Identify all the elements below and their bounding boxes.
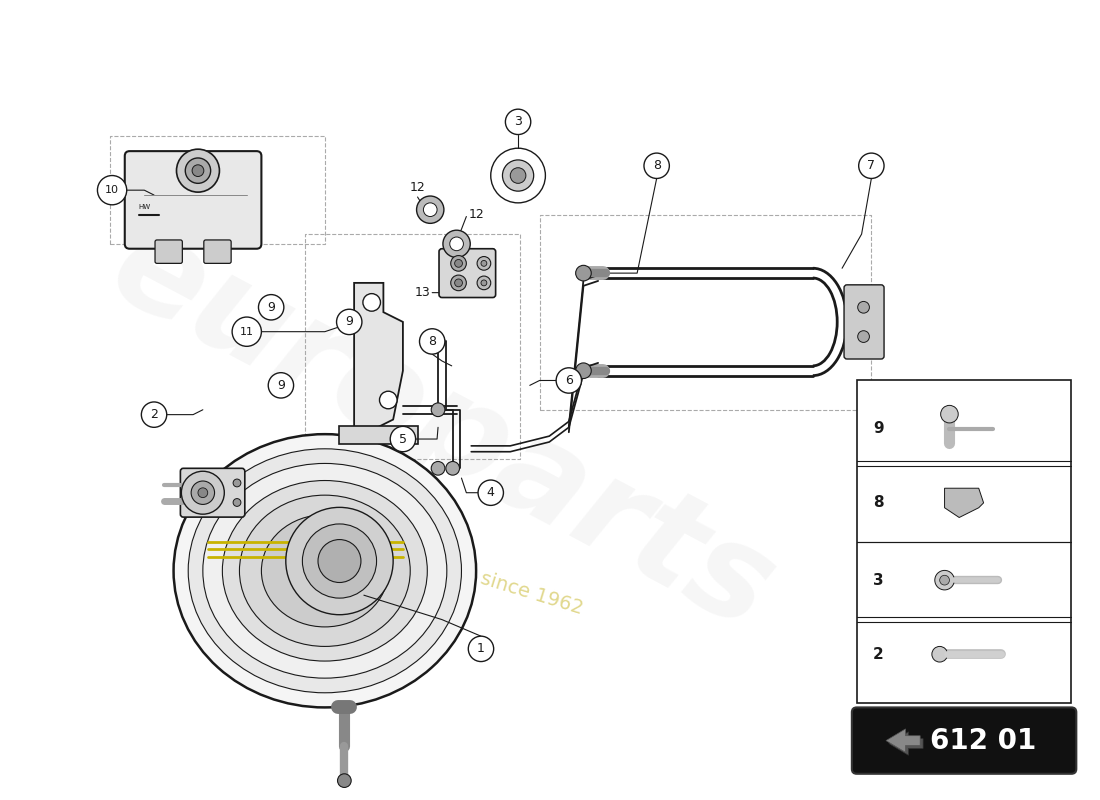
- Circle shape: [431, 403, 444, 417]
- Circle shape: [454, 259, 462, 267]
- Ellipse shape: [222, 481, 427, 661]
- Circle shape: [481, 261, 487, 266]
- Circle shape: [431, 462, 444, 475]
- Circle shape: [450, 237, 463, 250]
- Text: 9: 9: [345, 315, 353, 329]
- Circle shape: [431, 334, 444, 348]
- FancyBboxPatch shape: [340, 426, 418, 444]
- Polygon shape: [945, 488, 983, 518]
- Text: 9: 9: [267, 301, 275, 314]
- FancyBboxPatch shape: [155, 240, 183, 263]
- Circle shape: [424, 203, 437, 217]
- Circle shape: [557, 368, 582, 393]
- Text: 8: 8: [428, 335, 437, 348]
- Circle shape: [446, 462, 460, 475]
- Text: 3: 3: [873, 573, 883, 588]
- Circle shape: [258, 294, 284, 320]
- Circle shape: [233, 479, 241, 487]
- Circle shape: [939, 575, 949, 585]
- FancyBboxPatch shape: [124, 151, 262, 249]
- Text: 9: 9: [277, 379, 285, 392]
- Circle shape: [191, 481, 214, 505]
- Circle shape: [454, 279, 462, 286]
- Polygon shape: [886, 729, 921, 752]
- Circle shape: [469, 636, 494, 662]
- Circle shape: [142, 402, 167, 427]
- Circle shape: [182, 471, 224, 514]
- Text: 10: 10: [106, 185, 119, 195]
- Circle shape: [379, 391, 397, 409]
- Circle shape: [318, 539, 361, 582]
- Text: europarts: europarts: [90, 202, 794, 657]
- Text: 6: 6: [565, 374, 573, 387]
- Text: 1: 1: [477, 642, 485, 655]
- Text: HW: HW: [139, 204, 151, 210]
- Ellipse shape: [202, 463, 447, 678]
- Circle shape: [858, 302, 869, 313]
- Circle shape: [481, 280, 487, 286]
- Circle shape: [185, 158, 211, 183]
- FancyBboxPatch shape: [439, 249, 496, 298]
- Text: 4: 4: [487, 486, 495, 499]
- FancyBboxPatch shape: [180, 468, 245, 517]
- Polygon shape: [889, 732, 923, 755]
- Circle shape: [478, 480, 504, 506]
- Text: 8: 8: [873, 495, 883, 510]
- Ellipse shape: [174, 434, 476, 707]
- Circle shape: [338, 774, 351, 787]
- Circle shape: [451, 275, 466, 290]
- Text: 2: 2: [150, 408, 158, 421]
- Circle shape: [443, 230, 471, 258]
- Text: 12: 12: [469, 208, 484, 221]
- Text: 7: 7: [868, 159, 876, 172]
- Circle shape: [477, 276, 491, 290]
- Circle shape: [268, 373, 294, 398]
- Circle shape: [932, 646, 947, 662]
- Circle shape: [390, 426, 416, 452]
- Text: 11: 11: [240, 326, 254, 337]
- Circle shape: [644, 153, 669, 178]
- Ellipse shape: [240, 495, 410, 646]
- Circle shape: [935, 570, 955, 590]
- Circle shape: [286, 507, 393, 614]
- Ellipse shape: [262, 514, 388, 627]
- Text: 9: 9: [873, 422, 883, 436]
- Circle shape: [192, 165, 204, 177]
- Circle shape: [233, 498, 241, 506]
- Circle shape: [417, 196, 444, 223]
- Ellipse shape: [188, 449, 462, 693]
- FancyBboxPatch shape: [857, 381, 1071, 702]
- Circle shape: [858, 330, 869, 342]
- Polygon shape: [354, 283, 403, 430]
- Circle shape: [940, 406, 958, 423]
- Circle shape: [198, 488, 208, 498]
- Circle shape: [451, 255, 466, 271]
- Circle shape: [503, 160, 534, 191]
- FancyBboxPatch shape: [204, 240, 231, 263]
- Circle shape: [859, 153, 884, 178]
- Circle shape: [363, 294, 381, 311]
- Circle shape: [176, 149, 219, 192]
- Text: 612 01: 612 01: [931, 726, 1036, 754]
- Circle shape: [575, 363, 592, 378]
- Text: 3: 3: [514, 115, 522, 128]
- Text: 5: 5: [399, 433, 407, 446]
- Circle shape: [302, 524, 376, 598]
- FancyBboxPatch shape: [844, 285, 884, 359]
- Circle shape: [98, 175, 126, 205]
- Circle shape: [232, 317, 262, 346]
- Text: 8: 8: [652, 159, 661, 172]
- Circle shape: [505, 109, 531, 134]
- Circle shape: [337, 310, 362, 334]
- Circle shape: [510, 168, 526, 183]
- Circle shape: [575, 266, 592, 281]
- FancyBboxPatch shape: [851, 707, 1076, 774]
- Text: 13: 13: [415, 286, 430, 299]
- Circle shape: [477, 257, 491, 270]
- Text: 2: 2: [872, 646, 883, 662]
- Text: 12: 12: [409, 181, 426, 194]
- Text: a passion for parts since 1962: a passion for parts since 1962: [298, 514, 585, 618]
- Circle shape: [419, 329, 444, 354]
